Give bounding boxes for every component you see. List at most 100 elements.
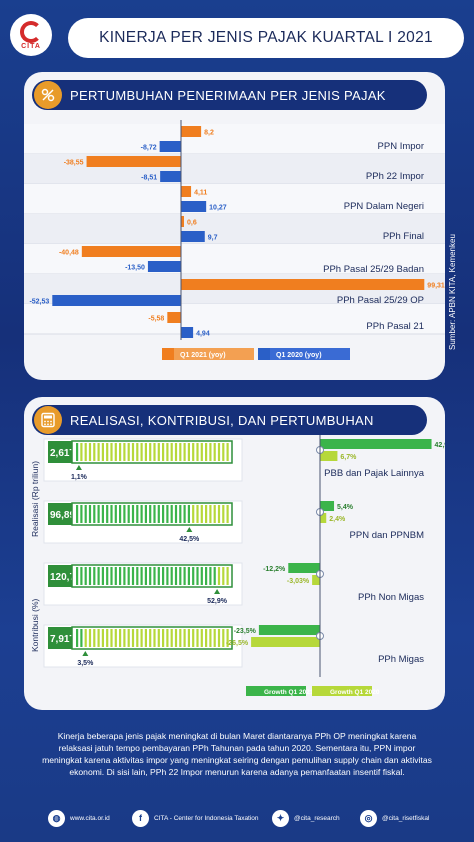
calculator-icon xyxy=(34,406,62,434)
realisasi-stripe xyxy=(205,443,208,461)
data-label: 10,27 xyxy=(209,205,227,212)
category-label: PBB dan Pajak Lainnya xyxy=(324,468,425,479)
realisasi-stripe xyxy=(149,629,152,647)
realisasi-stripe xyxy=(76,629,79,647)
realisasi-stripe xyxy=(196,567,199,585)
realisasi-stripe xyxy=(217,443,221,461)
realisasi-stripe xyxy=(153,443,156,461)
realisasi-stripe xyxy=(162,629,165,647)
twitter-link[interactable]: ✦ @cita_research xyxy=(272,808,340,828)
legend-swatch-q1-2020 xyxy=(258,348,270,360)
realisasi-stripe xyxy=(170,505,173,523)
kontribusi-value: 42,5% xyxy=(179,536,200,543)
realisasi-stripe xyxy=(106,567,109,585)
facebook-link[interactable]: f CITA - Center for Indonesia Taxation xyxy=(132,808,259,828)
realisasi-stripe xyxy=(183,443,186,461)
realisasi-stripe xyxy=(166,505,169,523)
category-label: PPh Non Migas xyxy=(358,592,424,603)
instagram-link[interactable]: ◎ @cita_risetfiskal xyxy=(360,808,429,828)
realisasi-stripe xyxy=(140,505,143,523)
cita-logo-mark xyxy=(20,20,42,43)
kontribusi-marker xyxy=(214,589,221,594)
realisasi-stripe xyxy=(140,629,143,647)
legend-label-q1-2021: Q1 2021 (yoy) xyxy=(180,352,226,359)
realisasi-stripe xyxy=(170,567,173,585)
legend-box-q1-2020 xyxy=(270,348,350,360)
realisasi-stripe xyxy=(123,567,126,585)
realisasi-stripe xyxy=(88,629,92,647)
category-label: PPh Pasal 25/29 Badan xyxy=(323,264,424,275)
realisasi-stripe xyxy=(93,505,96,523)
realisasi-stripe xyxy=(101,629,104,647)
realisasi-stripe xyxy=(205,505,208,523)
row-band xyxy=(24,184,445,214)
growth-label: 5,4% xyxy=(337,504,354,511)
realisasi-stripe xyxy=(106,629,109,647)
website-link[interactable]: ◍ www.cita.or.id xyxy=(48,808,110,828)
source-note: Sumber: APBN KITA, Kemenkeu xyxy=(448,234,457,350)
realisasi-stripe xyxy=(157,629,160,647)
realisasi-stripe xyxy=(192,567,195,585)
realisasi-stripe xyxy=(179,567,182,585)
realisasi-stripe xyxy=(222,505,225,523)
data-label: 4,94 xyxy=(196,331,210,338)
realisasi-stripe xyxy=(162,443,165,461)
realisasi-stripe xyxy=(93,629,96,647)
growth-label: 2,4% xyxy=(329,516,346,523)
realisasi-stripe xyxy=(162,505,165,523)
realisasi-stripe xyxy=(80,567,83,585)
realisasi-stripe xyxy=(166,443,169,461)
kontribusi-value: 52,9% xyxy=(207,598,228,605)
realisasi-stripe xyxy=(153,567,156,585)
realisasi-value-box xyxy=(48,627,72,649)
realisasi-stripe xyxy=(76,505,79,523)
legend-box-q1-2021 xyxy=(174,348,254,360)
realisasi-stripe xyxy=(153,629,156,647)
growth-label: 42,9% xyxy=(435,442,445,449)
realisasi-stripe xyxy=(131,505,135,523)
realisasi-stripe xyxy=(119,443,122,461)
data-label: -52,53 xyxy=(29,299,49,306)
bar-q1-2020 xyxy=(181,231,205,242)
realisasi-stripe xyxy=(153,505,156,523)
realisasi-stripe xyxy=(187,567,190,585)
data-label: -8,72 xyxy=(141,145,157,152)
growth-bar-2021 xyxy=(320,501,335,511)
realisasi-gauge-frame xyxy=(71,626,233,650)
legend-label-q1-2020: Q1 2020 (yoy) xyxy=(276,352,322,359)
data-label: -38,55 xyxy=(64,160,84,167)
realisasi-stripe xyxy=(209,629,212,647)
realisasi-stripe xyxy=(179,505,182,523)
realisasi-stripe xyxy=(127,505,130,523)
kontribusi-marker xyxy=(75,465,82,470)
realisasi-stripe xyxy=(140,443,143,461)
realisasi-value-box xyxy=(48,565,72,587)
realisasi-stripe xyxy=(183,629,186,647)
realisasi-stripe xyxy=(217,567,221,585)
realisasi-stripe xyxy=(84,443,87,461)
bar-q1-2021 xyxy=(181,186,192,197)
kontribusi-marker xyxy=(186,527,193,532)
realisasi-stripe xyxy=(110,629,113,647)
realisasi-stripe xyxy=(114,629,117,647)
realisasi-stripe xyxy=(174,567,178,585)
realisasi-stripe xyxy=(187,443,190,461)
bar-q1-2020 xyxy=(181,327,194,338)
realisasi-gauge-frame xyxy=(71,564,233,588)
realisasi-stripe xyxy=(131,629,135,647)
bar-q1-2021 xyxy=(181,279,425,290)
realisasi-stripe xyxy=(209,567,212,585)
data-label: -5,58 xyxy=(148,316,164,323)
growth-label: -23,5% xyxy=(234,628,257,635)
realisasi-stripe xyxy=(183,505,186,523)
bar-q1-2020 xyxy=(160,171,181,182)
realisasi-stripe xyxy=(222,443,225,461)
realisasi-stripe xyxy=(144,629,147,647)
realisasi-stripe xyxy=(226,567,229,585)
realisasi-stripe xyxy=(106,443,109,461)
growth-bar-2020 xyxy=(320,513,327,523)
realisasi-stripe xyxy=(144,567,147,585)
facebook-icon: f xyxy=(132,809,149,827)
category-label: PPh Final xyxy=(383,231,424,242)
realisasi-stripe xyxy=(80,505,83,523)
